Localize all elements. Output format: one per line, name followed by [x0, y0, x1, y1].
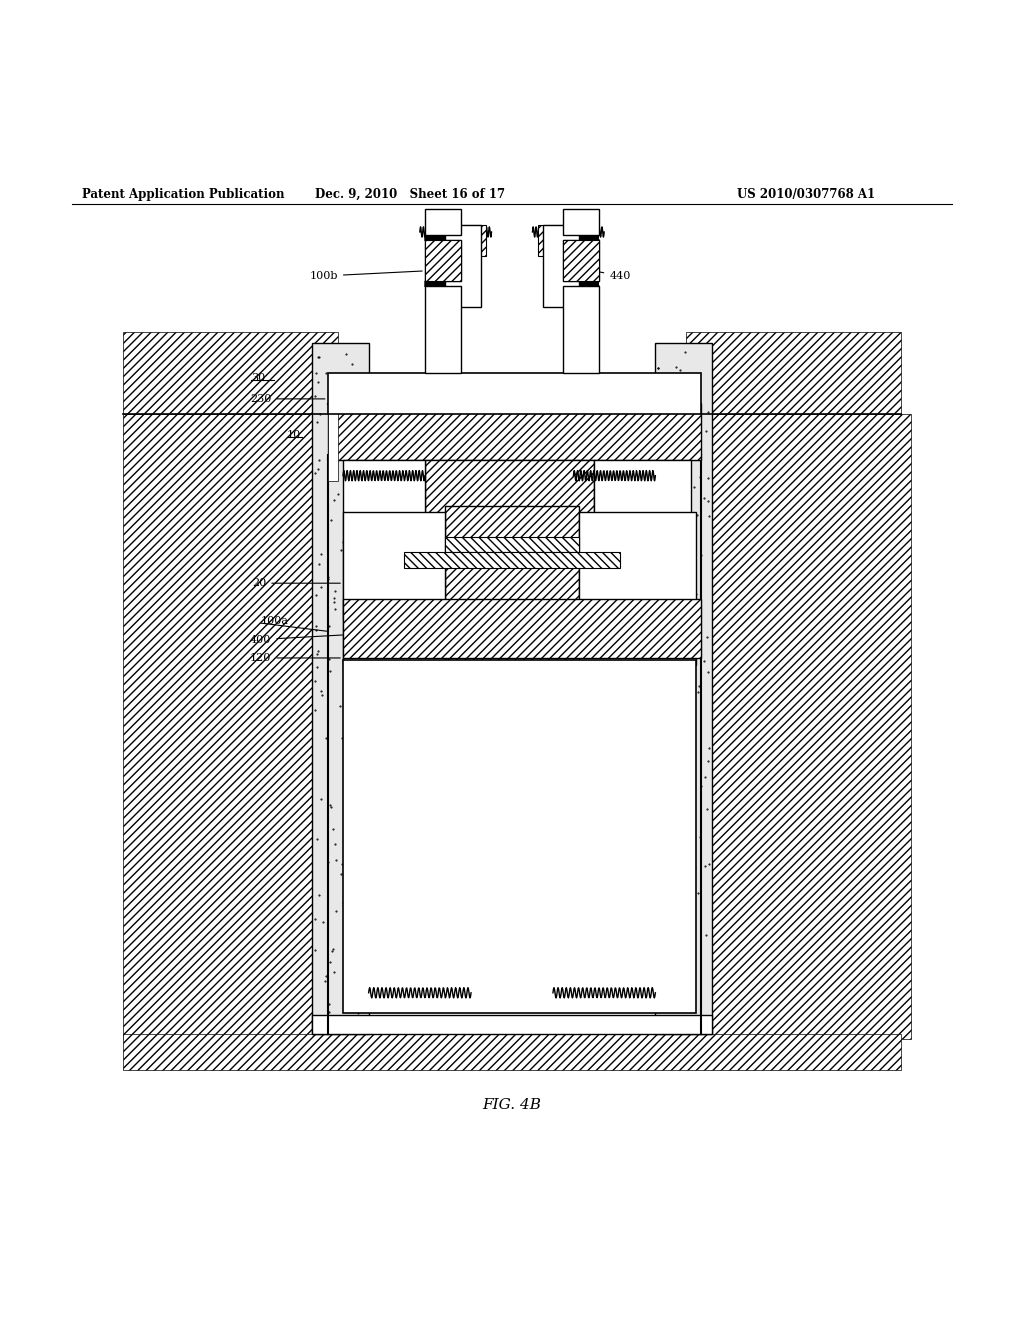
Bar [123, 1034, 901, 1069]
Bar [404, 553, 620, 568]
Bar [445, 224, 486, 256]
Text: 440: 440 [571, 267, 631, 281]
Text: 420: 420 [623, 614, 682, 624]
Bar [671, 414, 911, 1039]
Text: 30: 30 [251, 374, 265, 383]
Bar [343, 512, 445, 665]
Bar [312, 343, 369, 1034]
Bar [445, 224, 481, 306]
Text: 400: 400 [250, 630, 442, 644]
Bar [425, 240, 461, 281]
Text: Dec. 9, 2010   Sheet 16 of 17: Dec. 9, 2010 Sheet 16 of 17 [314, 187, 505, 201]
Bar [425, 240, 461, 281]
Text: 10: 10 [287, 430, 301, 440]
Text: 50: 50 [579, 374, 593, 383]
Bar [312, 1015, 712, 1034]
Bar [425, 461, 594, 619]
Text: 130: 130 [597, 502, 677, 511]
Text: 100b: 100b [309, 271, 422, 281]
Bar [579, 512, 696, 665]
Bar [123, 414, 312, 1039]
Bar [445, 507, 579, 665]
Text: 20: 20 [252, 578, 340, 589]
Text: US 2010/0307768 A1: US 2010/0307768 A1 [737, 187, 876, 201]
Bar [445, 537, 579, 553]
Bar [328, 374, 701, 414]
Bar [538, 224, 579, 256]
Bar [425, 210, 461, 235]
Bar [425, 286, 461, 374]
Text: 410: 410 [579, 388, 600, 397]
Bar [543, 224, 579, 306]
Bar [686, 333, 901, 414]
Text: 120: 120 [250, 653, 340, 663]
Text: 100a: 100a [261, 616, 289, 626]
Bar [328, 404, 701, 461]
Bar [343, 461, 425, 619]
Bar [123, 333, 338, 414]
Text: 230: 230 [250, 393, 325, 404]
Bar [594, 461, 691, 619]
Text: FIG. 4B: FIG. 4B [482, 1098, 542, 1113]
Text: 40: 40 [650, 393, 698, 404]
Bar [328, 409, 338, 480]
Text: 50: 50 [660, 768, 693, 777]
Text: Patent Application Publication: Patent Application Publication [82, 187, 285, 201]
Bar [343, 660, 696, 1014]
Bar [563, 210, 599, 235]
Bar [655, 343, 712, 1034]
Bar [563, 286, 599, 374]
Bar [563, 240, 599, 281]
Bar [343, 598, 701, 657]
Bar [563, 240, 599, 281]
